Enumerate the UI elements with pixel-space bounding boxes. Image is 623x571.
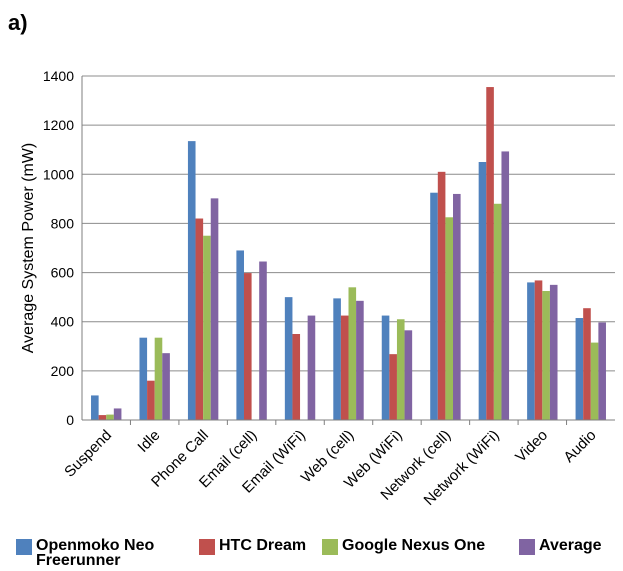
- y-tick-label-3: 600: [51, 265, 75, 281]
- bar-4-3: [307, 315, 316, 420]
- bar-2-2: [203, 235, 211, 420]
- x-tick-label-0: Suspend: [61, 427, 115, 481]
- bars: [91, 87, 606, 421]
- y-axis-label: Average System Power (mW): [20, 143, 37, 353]
- y-tick-label-5: 1000: [43, 166, 74, 182]
- bar-5-0: [333, 298, 341, 420]
- bar-10-1: [583, 308, 591, 420]
- bar-3-3: [259, 261, 267, 420]
- bar-0-1: [98, 415, 107, 420]
- y-tick-label-7: 1400: [43, 68, 74, 84]
- bar-6-0: [381, 315, 390, 420]
- bar-3-0: [236, 250, 244, 420]
- bar-7-0: [430, 192, 438, 420]
- bar-2-1: [195, 218, 204, 420]
- legend-swatch-0: [16, 539, 32, 555]
- legend-label-0: Openmoko Neo Freerunner: [36, 537, 155, 569]
- x-tick-label-1: Idle: [134, 427, 163, 456]
- bar-4-1: [292, 334, 301, 420]
- bar-8-3: [501, 151, 510, 421]
- y-tick-label-4: 800: [51, 215, 75, 231]
- bar-9-1: [534, 280, 543, 420]
- panel-label: a): [8, 10, 28, 35]
- legend-item-1: HTC Dream: [199, 538, 306, 555]
- bar-10-3: [598, 322, 606, 420]
- y-tick-label-6: 1200: [43, 117, 74, 133]
- bar-1-3: [162, 353, 170, 420]
- bar-6-1: [389, 354, 397, 420]
- legend-label-3: Average: [539, 537, 602, 554]
- bar-10-2: [590, 342, 599, 420]
- axes: [81, 76, 615, 425]
- bar-6-3: [404, 330, 413, 420]
- legend-item-3: Average: [519, 538, 602, 555]
- bar-3-1: [243, 273, 252, 420]
- x-tick-label-9: Video: [512, 427, 551, 466]
- bar-1-0: [139, 337, 148, 420]
- bar-6-2: [396, 319, 405, 420]
- legend-label-1: HTC Dream: [219, 537, 307, 554]
- bar-0-0: [91, 395, 99, 420]
- bar-8-2: [493, 203, 502, 420]
- y-tick-label-2: 400: [51, 314, 75, 330]
- bar-1-2: [154, 337, 163, 420]
- x-tick-label-10: Audio: [560, 427, 599, 466]
- y-axis-ticks: 0 200 400 600 800 1000 1200 1400: [43, 68, 74, 428]
- bar-9-0: [527, 282, 535, 420]
- bar-10-0: [575, 318, 584, 420]
- bar-7-2: [445, 217, 454, 420]
- bar-5-1: [340, 315, 349, 420]
- bar-8-1: [486, 87, 494, 421]
- bar-8-0: [478, 162, 487, 420]
- bar-4-0: [284, 297, 293, 420]
- bar-5-3: [356, 300, 364, 420]
- y-tick-label-0: 0: [66, 412, 74, 428]
- bar-2-0: [187, 141, 196, 420]
- legend-swatch-3: [519, 539, 535, 555]
- bar-0-3: [113, 408, 122, 420]
- bar-2-3: [210, 198, 219, 420]
- legend-item-2: Google Nexus One: [322, 538, 485, 555]
- bar-1-1: [147, 380, 155, 420]
- legend: Openmoko Neo Freerunner HTC Dream Google N…: [16, 538, 623, 571]
- legend-label-2: Google Nexus One: [342, 537, 486, 554]
- legend-item-0: Openmoko Neo Freerunner: [16, 537, 186, 569]
- bar-7-1: [437, 171, 446, 420]
- bar-7-3: [453, 193, 461, 420]
- y-tick-label-1: 200: [51, 363, 75, 379]
- bar-5-2: [348, 287, 357, 420]
- bar-9-2: [542, 291, 550, 420]
- legend-swatch-2: [322, 539, 338, 555]
- legend-swatch-1: [199, 539, 215, 555]
- bar-9-3: [549, 284, 558, 420]
- bar-0-2: [106, 414, 114, 420]
